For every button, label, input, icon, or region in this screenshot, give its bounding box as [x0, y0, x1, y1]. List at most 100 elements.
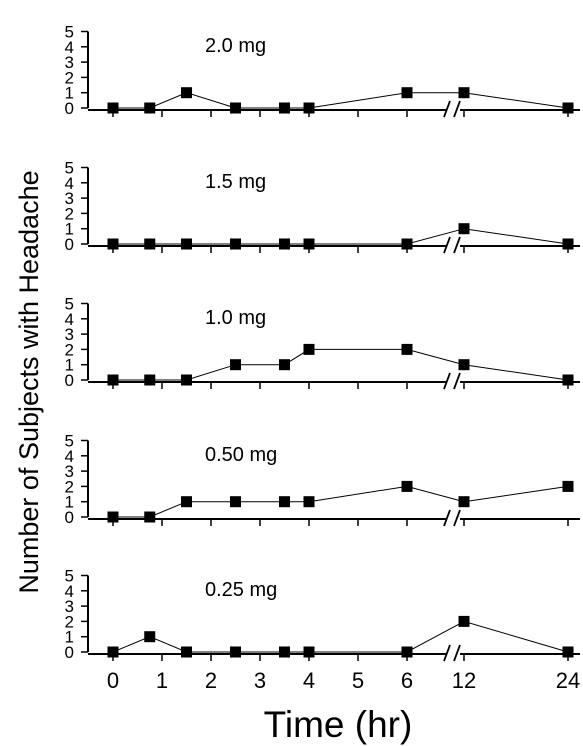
- data-point: [279, 238, 290, 250]
- y-tick-label: 0: [65, 508, 74, 527]
- dose-label: 1.0 mg: [205, 307, 266, 329]
- axis-break-mark: [453, 372, 461, 390]
- data-point: [458, 359, 470, 371]
- y-tick-label: 3: [65, 462, 74, 481]
- y-tick-label: 2: [65, 612, 74, 631]
- data-point: [562, 646, 574, 658]
- x-tick-label: 2: [205, 668, 217, 693]
- dose-label: 0.50 mg: [205, 444, 277, 466]
- data-point: [458, 223, 470, 235]
- y-tick-label: 4: [65, 582, 74, 601]
- axis-break-mark: [443, 100, 451, 118]
- y-axis-label: Number of Subjects with Headache: [14, 170, 44, 593]
- data-point: [144, 238, 156, 250]
- data-point: [107, 102, 119, 114]
- data-point: [230, 646, 241, 658]
- y-tick-label: 1: [65, 84, 74, 103]
- axis-break-mark: [443, 236, 451, 254]
- data-point: [401, 238, 413, 250]
- y-tick-label: 2: [65, 477, 74, 496]
- data-point: [562, 238, 574, 250]
- y-tick-label: 4: [65, 174, 74, 193]
- y-tick-label: 0: [65, 235, 74, 254]
- y-tick-label: 5: [65, 432, 74, 451]
- data-point: [303, 343, 315, 355]
- y-tick-label: 5: [65, 159, 74, 178]
- data-point: [279, 646, 290, 658]
- y-tick-label: 3: [65, 325, 74, 344]
- data-point: [107, 646, 119, 658]
- y-tick-label: 1: [65, 220, 74, 239]
- data-point: [144, 102, 156, 114]
- data-point: [401, 646, 413, 658]
- y-tick-label: 5: [65, 23, 74, 42]
- data-point: [107, 511, 119, 523]
- x-tick-label: 5: [352, 668, 364, 693]
- x-tick-label: 1: [156, 668, 168, 693]
- data-point: [458, 87, 470, 99]
- data-point: [144, 511, 156, 523]
- data-point: [303, 646, 315, 658]
- data-point: [230, 102, 241, 114]
- data-point: [144, 374, 156, 386]
- x-tick-label: 3: [254, 668, 266, 693]
- dose-label: 0.25 mg: [205, 579, 277, 601]
- data-point: [562, 374, 574, 386]
- data-point: [107, 238, 119, 250]
- axis-break-mark: [453, 644, 461, 662]
- data-point: [181, 374, 192, 386]
- data-point: [230, 496, 241, 508]
- data-point: [279, 496, 290, 508]
- axis-break-mark: [453, 100, 461, 118]
- y-tick-label: 1: [65, 356, 74, 375]
- dose-label: 2.0 mg: [205, 35, 266, 57]
- data-point: [181, 496, 192, 508]
- y-tick-label: 1: [65, 628, 74, 647]
- axis-break-mark: [443, 644, 451, 662]
- y-tick-label: 3: [65, 53, 74, 72]
- data-point: [279, 359, 290, 371]
- data-point: [279, 102, 290, 114]
- data-point: [562, 102, 574, 114]
- data-point: [303, 238, 315, 250]
- y-tick-label: 3: [65, 597, 74, 616]
- data-point: [303, 496, 315, 508]
- data-point: [144, 631, 156, 643]
- y-tick-label: 0: [65, 371, 74, 390]
- data-point: [303, 102, 315, 114]
- y-tick-label: 5: [65, 567, 74, 586]
- axis-break-mark: [443, 509, 451, 527]
- y-tick-label: 2: [65, 340, 74, 359]
- x-tick-label: 4: [303, 668, 315, 693]
- y-tick-label: 0: [65, 643, 74, 662]
- data-point: [181, 238, 192, 250]
- y-tick-label: 1: [65, 493, 74, 512]
- x-tick-label: 24: [556, 668, 580, 693]
- y-tick-label: 2: [65, 204, 74, 223]
- data-point: [401, 480, 413, 492]
- data-point: [230, 238, 241, 250]
- axis-break-mark: [453, 236, 461, 254]
- y-tick-label: 4: [65, 38, 74, 57]
- y-tick-label: 3: [65, 189, 74, 208]
- axis-break-mark: [443, 372, 451, 390]
- data-point: [458, 615, 470, 627]
- dose-label: 1.5 mg: [205, 171, 266, 193]
- y-tick-label: 4: [65, 310, 74, 329]
- data-point: [181, 87, 192, 99]
- x-tick-label: 12: [452, 668, 476, 693]
- data-point: [107, 374, 119, 386]
- data-point: [562, 480, 574, 492]
- data-point: [230, 359, 241, 371]
- x-tick-label: 6: [401, 668, 413, 693]
- data-point: [401, 87, 413, 99]
- y-tick-label: 2: [65, 68, 74, 87]
- x-tick-label: 0: [107, 668, 119, 693]
